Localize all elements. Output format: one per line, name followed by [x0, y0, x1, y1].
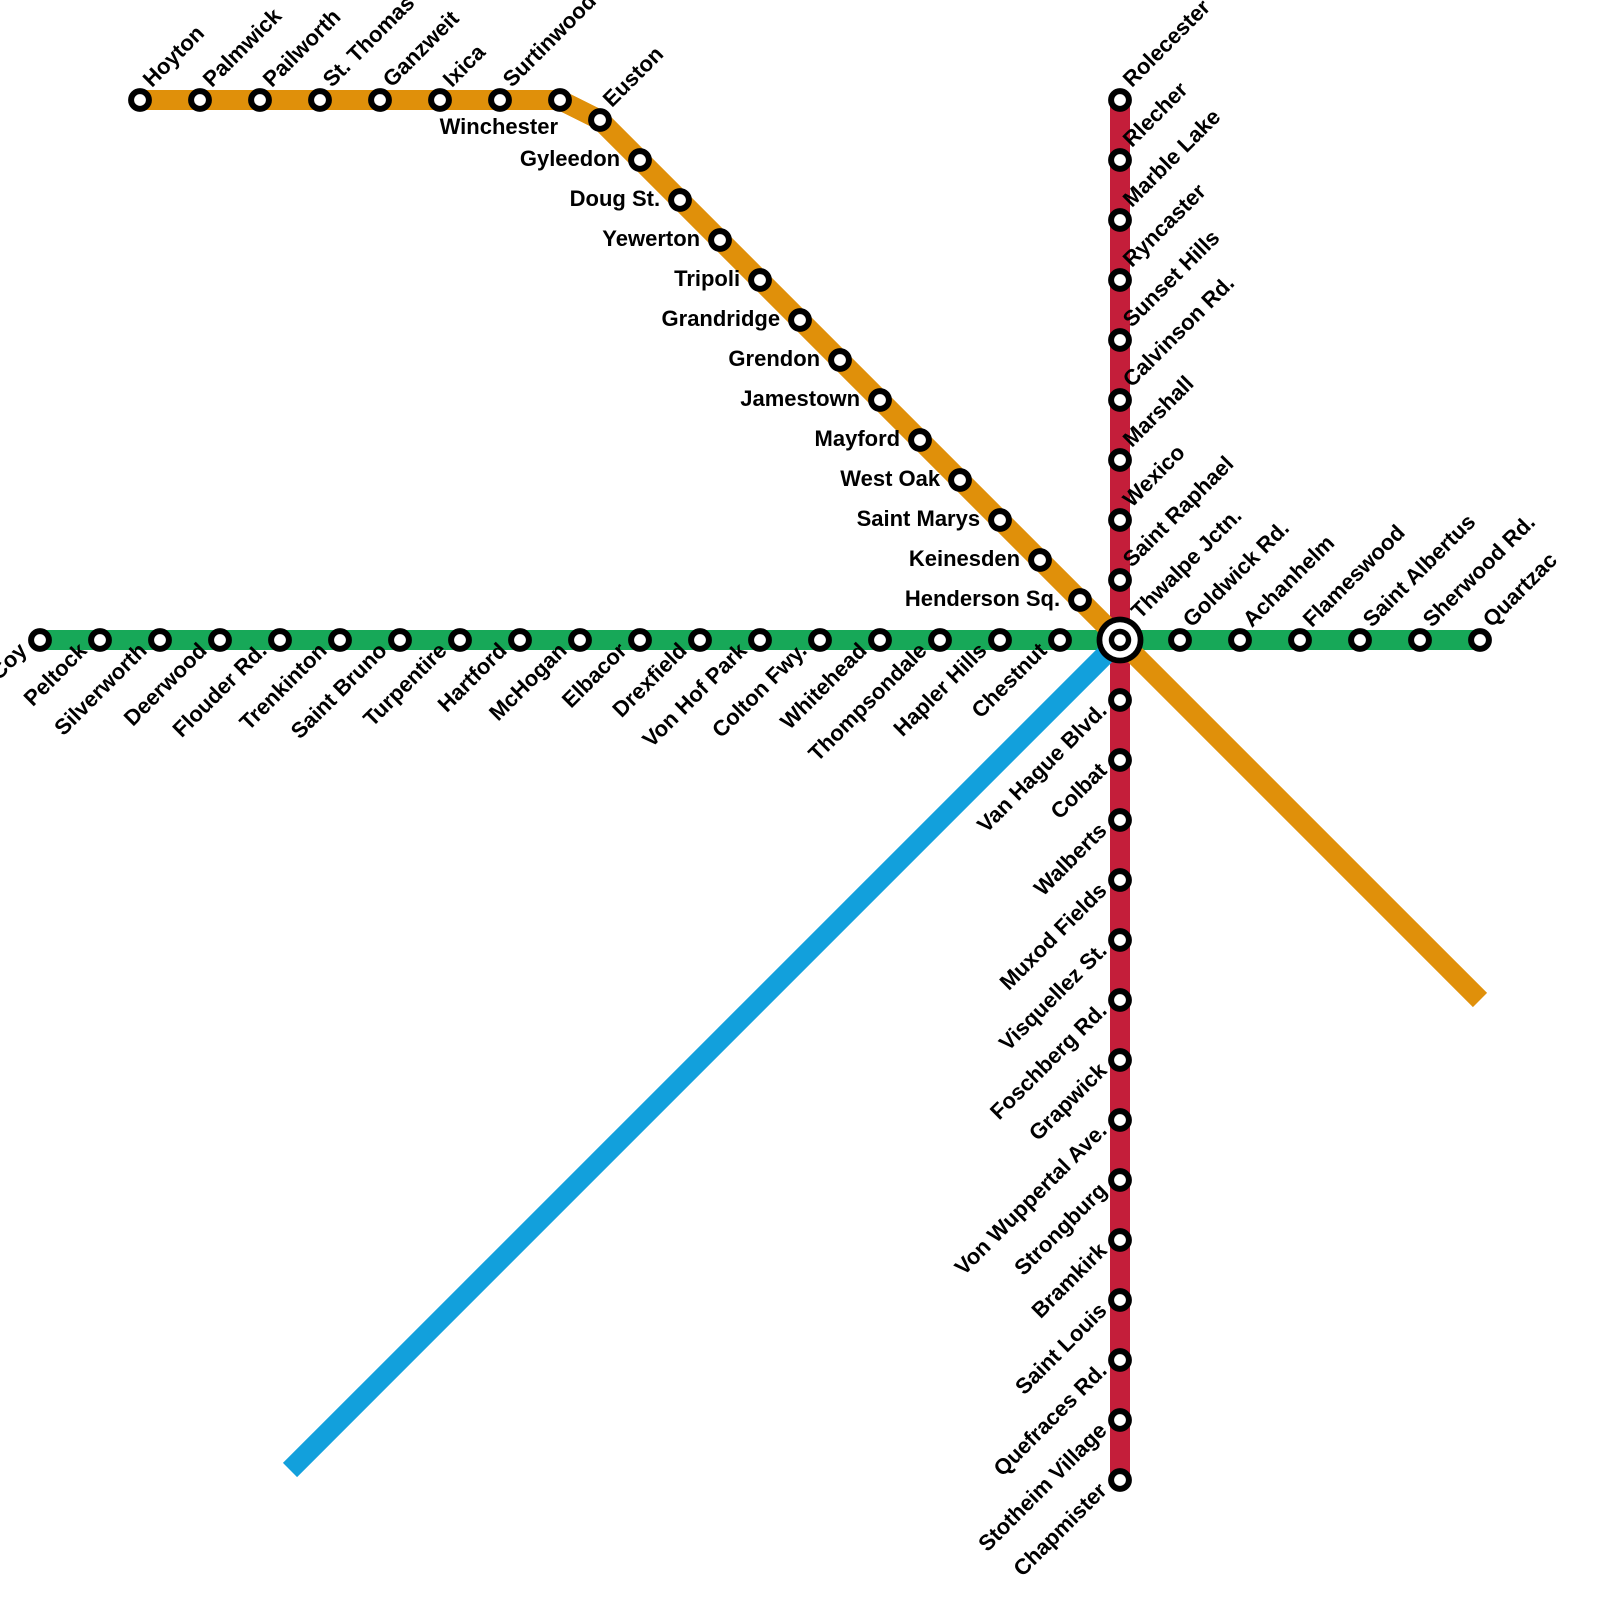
svg-text:West Oak: West Oak	[840, 466, 941, 491]
svg-text:Grandridge: Grandridge	[662, 306, 781, 331]
svg-text:Tripoli: Tripoli	[674, 266, 740, 291]
svg-text:Jamestown: Jamestown	[740, 386, 860, 411]
svg-text:Gyleedon: Gyleedon	[520, 146, 620, 171]
svg-text:Grendon: Grendon	[728, 346, 820, 371]
svg-text:Winchester: Winchester	[440, 114, 559, 139]
svg-text:Saint Marys: Saint Marys	[857, 506, 981, 531]
svg-text:Keinesden: Keinesden	[909, 546, 1020, 571]
svg-text:Yewerton: Yewerton	[602, 226, 700, 251]
svg-text:Mayford: Mayford	[815, 426, 901, 451]
svg-text:Henderson Sq.: Henderson Sq.	[905, 586, 1060, 611]
svg-text:Doug St.: Doug St.	[570, 186, 660, 211]
